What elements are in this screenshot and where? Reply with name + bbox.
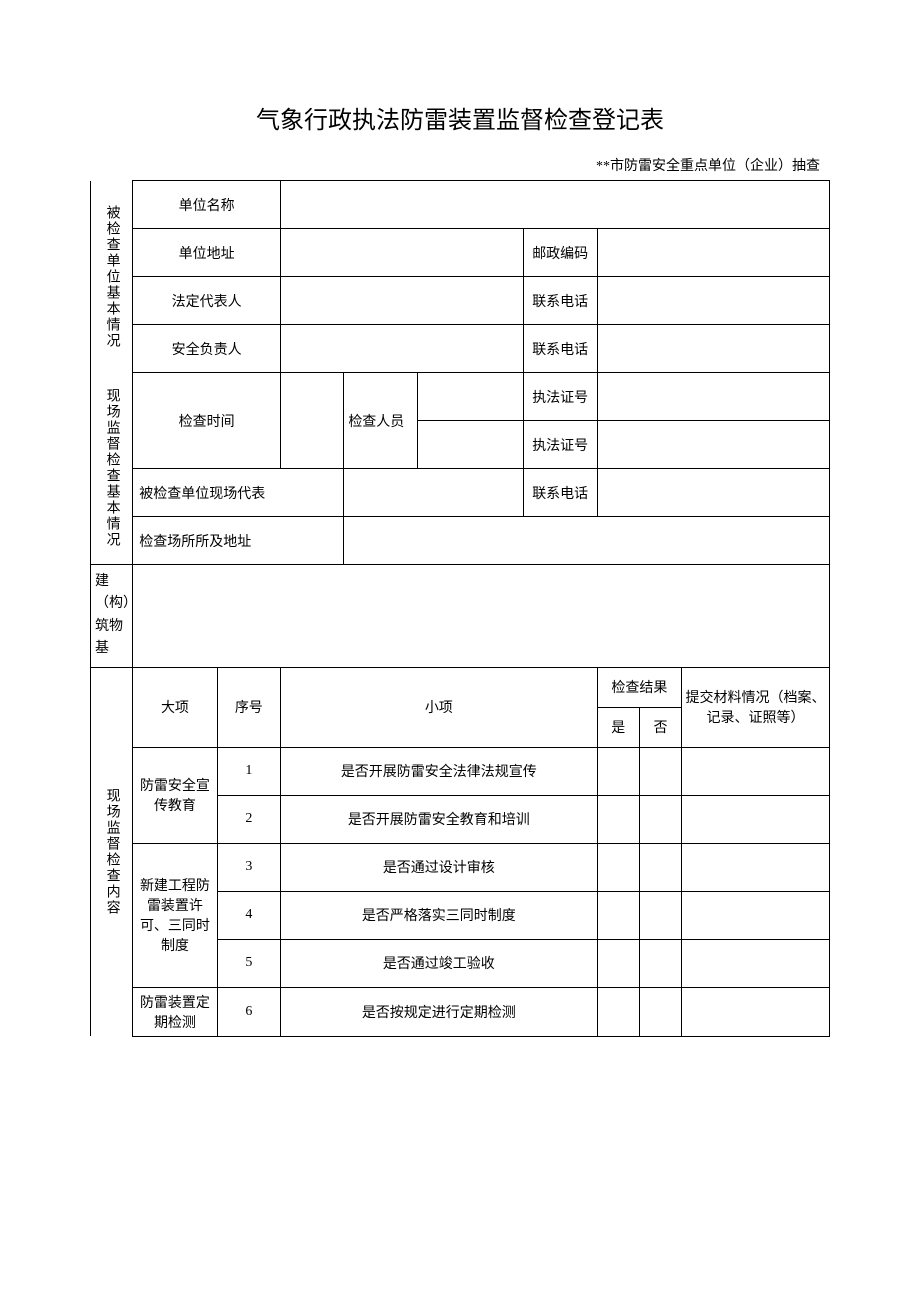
legal-rep-phone-label: 联系电话 — [523, 277, 597, 325]
safety-officer-label: 安全负责人 — [133, 325, 281, 373]
main-table: 被检查单位基本情况 单位名称 单位地址 邮政编码 法定代表人 联系电话 安全负责… — [90, 180, 830, 1037]
section3-value — [133, 565, 830, 668]
item-text: 是否开展防雷安全教育和培训 — [280, 795, 597, 843]
item-seq: 5 — [217, 939, 280, 987]
unit-name-value — [280, 181, 829, 229]
check-place-value — [344, 517, 830, 565]
permit-no-label-2: 执法证号 — [523, 421, 597, 469]
col-no: 否 — [639, 707, 681, 747]
item-seq: 3 — [217, 843, 280, 891]
item-seq: 2 — [217, 795, 280, 843]
item-seq: 1 — [217, 747, 280, 795]
item-seq: 6 — [217, 987, 280, 1036]
group-0-name: 防雷安全宣传教育 — [133, 747, 217, 843]
check-staff-value-2 — [418, 421, 524, 469]
item-no — [639, 843, 681, 891]
item-text: 是否通过设计审核 — [280, 843, 597, 891]
item-no — [639, 891, 681, 939]
permit-no-value-2 — [597, 421, 829, 469]
permit-no-label-1: 执法证号 — [523, 373, 597, 421]
col-seq: 序号 — [217, 667, 280, 747]
col-materials: 提交材料情况（档案、记录、证照等） — [682, 667, 830, 747]
item-text: 是否严格落实三同时制度 — [280, 891, 597, 939]
item-materials — [682, 843, 830, 891]
item-yes — [597, 795, 639, 843]
col-yes: 是 — [597, 707, 639, 747]
item-yes — [597, 939, 639, 987]
section3-label: 建 （构） 筑物基 — [91, 565, 133, 668]
safety-officer-value — [280, 325, 523, 373]
page-title: 气象行政执法防雷装置监督检查登记表 — [90, 100, 830, 135]
item-text: 是否开展防雷安全法律法规宣传 — [280, 747, 597, 795]
item-yes — [597, 987, 639, 1036]
site-rep-label: 被检查单位现场代表 — [133, 469, 344, 517]
safety-officer-phone-label: 联系电话 — [523, 325, 597, 373]
item-materials — [682, 987, 830, 1036]
item-materials — [682, 891, 830, 939]
group-1-name: 新建工程防雷装置许可、三同时制度 — [133, 843, 217, 987]
item-no — [639, 987, 681, 1036]
item-text: 是否按规定进行定期检测 — [280, 987, 597, 1036]
postcode-label: 邮政编码 — [523, 229, 597, 277]
item-no — [639, 939, 681, 987]
item-no — [639, 747, 681, 795]
check-time-label: 检查时间 — [133, 373, 281, 469]
site-rep-phone-value — [597, 469, 829, 517]
item-materials — [682, 747, 830, 795]
postcode-value — [597, 229, 829, 277]
safety-officer-phone-value — [597, 325, 829, 373]
check-staff-label: 检查人员 — [344, 373, 418, 469]
legal-rep-phone-value — [597, 277, 829, 325]
item-text: 是否通过竣工验收 — [280, 939, 597, 987]
section1-vert-label: 被检查单位基本情况 — [91, 181, 133, 373]
check-time-value — [280, 373, 343, 469]
legal-rep-value — [280, 277, 523, 325]
item-seq: 4 — [217, 891, 280, 939]
check-staff-value-1 — [418, 373, 524, 421]
check-place-label: 检查场所所及地址 — [133, 517, 344, 565]
legal-rep-label: 法定代表人 — [133, 277, 281, 325]
item-materials — [682, 939, 830, 987]
item-no — [639, 795, 681, 843]
subtitle: **市防雷安全重点单位（企业）抽查 — [90, 155, 830, 175]
permit-no-value-1 — [597, 373, 829, 421]
site-rep-value — [344, 469, 523, 517]
item-yes — [597, 747, 639, 795]
col-result: 检查结果 — [597, 667, 681, 707]
group-2-name: 防雷装置定期检测 — [133, 987, 217, 1036]
unit-addr-value — [280, 229, 523, 277]
unit-name-label: 单位名称 — [133, 181, 281, 229]
item-yes — [597, 843, 639, 891]
item-yes — [597, 891, 639, 939]
col-minor: 小项 — [280, 667, 597, 747]
unit-addr-label: 单位地址 — [133, 229, 281, 277]
item-materials — [682, 795, 830, 843]
section2-vert-label: 现场监督检查基本情况 — [91, 373, 133, 565]
col-major: 大项 — [133, 667, 217, 747]
section4-vert-label: 现场监督检查内容 — [91, 667, 133, 1036]
site-rep-phone-label: 联系电话 — [523, 469, 597, 517]
